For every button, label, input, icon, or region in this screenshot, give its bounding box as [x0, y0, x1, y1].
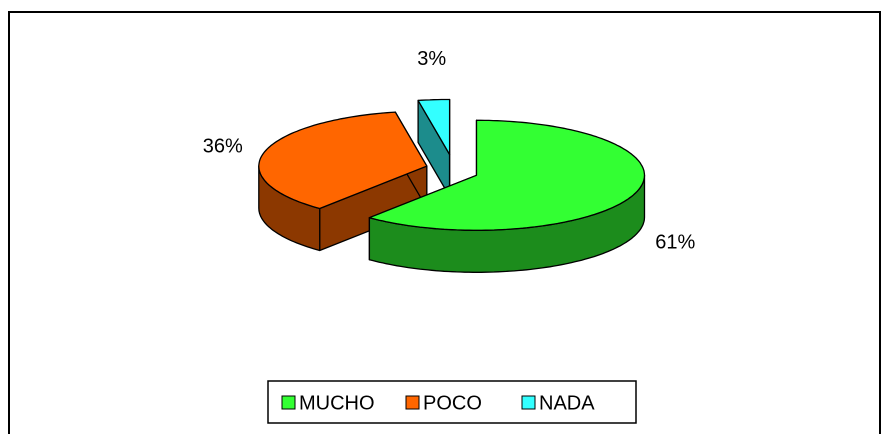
legend-label: POCO [423, 392, 482, 414]
legend-label: NADA [539, 392, 595, 414]
data-label: 3% [417, 48, 446, 70]
data-label: 36% [203, 135, 243, 157]
legend-swatch [405, 395, 420, 410]
legend-label: MUCHO [299, 392, 375, 414]
legend-box [267, 380, 637, 424]
slice [258, 111, 428, 210]
data-label: 61% [655, 232, 695, 254]
legend: MUCHO POCO NADA [267, 380, 637, 424]
legend-swatch [521, 395, 536, 410]
legend-swatch [281, 395, 296, 410]
slice [417, 98, 451, 156]
pie: 3% 36% 61% [203, 48, 695, 273]
chart-frame [8, 11, 881, 439]
slice [368, 119, 646, 231]
